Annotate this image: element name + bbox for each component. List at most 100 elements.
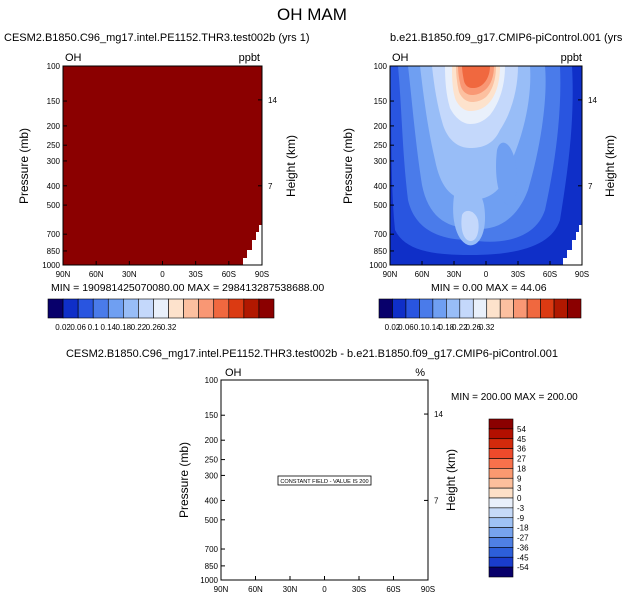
panel-left-ytick-label: 700 bbox=[47, 230, 61, 239]
colorbar-right-label: 0.14 bbox=[425, 323, 441, 332]
colorbar-right-swatch bbox=[419, 298, 434, 319]
panel-left-ytick-label: 1000 bbox=[42, 261, 60, 270]
colorbar-diff-label: 36 bbox=[517, 445, 526, 454]
colorbar-diff-swatch bbox=[488, 418, 514, 430]
panel-diff-ylabel-right: Height (km) bbox=[444, 449, 458, 511]
colorbar-diff-label: -3 bbox=[517, 504, 525, 513]
panel-right-ytick-label: 850 bbox=[374, 247, 388, 256]
colorbar-diff-label: 3 bbox=[517, 484, 522, 493]
panel-diff-stats: MIN = 200.00 MAX = 200.00 bbox=[451, 392, 578, 403]
panel-diff-xtick-label: 90N bbox=[214, 585, 229, 594]
colorbar-left-swatch bbox=[107, 298, 124, 319]
panel-right-xtick-label: 0 bbox=[484, 270, 489, 279]
colorbar-left-swatch bbox=[138, 298, 154, 319]
panel-right-ylabel: Pressure (mb) bbox=[341, 128, 355, 204]
colorbar-diff-swatch bbox=[488, 477, 514, 489]
panel-right-xtick-label: 60S bbox=[543, 270, 557, 279]
colorbar-diff-swatch bbox=[488, 448, 514, 459]
panel-diff-xtick-label: 30S bbox=[352, 585, 366, 594]
colorbar-right-swatch bbox=[405, 298, 420, 319]
panel-right-xtick-label: 30S bbox=[511, 270, 525, 279]
panel-left-ytick-label: 400 bbox=[47, 182, 61, 191]
colorbar-diff-swatch bbox=[488, 497, 514, 509]
colorbar-left-swatch bbox=[123, 298, 139, 319]
colorbar-diff-swatch bbox=[488, 468, 514, 479]
colorbar-right: 0.020.06 0.1 0.140.180.220.260.32 bbox=[378, 298, 582, 332]
panel-diff-height-tick-label: 7 bbox=[434, 496, 439, 505]
colorbar-right-swatch bbox=[432, 298, 447, 319]
colorbar-right-label: 0.18 bbox=[439, 323, 455, 332]
panel-right-ytick-label: 1000 bbox=[369, 261, 387, 270]
panel-right-ticks: 100 150 200 250 300 400 500 700 850 1000 14 7 90N 60N… bbox=[369, 62, 597, 279]
colorbar-left-label: 0.02 bbox=[55, 323, 71, 332]
colorbar-left-swatch bbox=[183, 298, 199, 319]
colorbar-diff-swatch bbox=[488, 547, 514, 558]
colorbar-right-swatch bbox=[392, 298, 407, 319]
colorbar-right-swatch bbox=[567, 298, 582, 319]
colorbar-right-label: 0.1 bbox=[414, 323, 426, 332]
panel-left-stats: MIN = 190981425070080.00 MAX = 298413287… bbox=[51, 282, 324, 294]
panel-left-xtick-label: 60N bbox=[89, 270, 104, 279]
colorbar-right-swatch bbox=[472, 298, 488, 319]
colorbar-left-label: 0.32 bbox=[161, 323, 177, 332]
constant-field-label: CONSTANT FIELD - VALUE IS 200 bbox=[280, 479, 368, 485]
panel-left-ytick-label: 100 bbox=[47, 62, 61, 71]
panel-right-xtick-label: 60N bbox=[415, 270, 430, 279]
colorbar-diff-swatch bbox=[488, 428, 514, 440]
colorbar-right-swatch bbox=[513, 298, 528, 319]
panel-right-ytick-label: 250 bbox=[374, 141, 388, 150]
panel-diff-ytick-label: 850 bbox=[205, 562, 219, 571]
colorbar-left-label: 0.22 bbox=[131, 323, 147, 332]
panel-diff-xtick-label: 0 bbox=[322, 585, 327, 594]
figure-title: OH MAM bbox=[277, 5, 347, 24]
panel-diff-title: CESM2.B1850.C96_mg17.intel.PE1152.THR3.t… bbox=[66, 348, 558, 360]
panel-left-ticks: 100 150 200 250 300 400 500 700 850 1000 14 7 90N 60N… bbox=[42, 62, 277, 279]
panel-diff-ytick-label: 300 bbox=[205, 471, 219, 480]
panel-left-field bbox=[63, 66, 262, 265]
panel-left-ytick-label: 250 bbox=[47, 141, 61, 150]
panel-left-units: ppbt bbox=[239, 52, 260, 64]
panel-right-ytick-label: 300 bbox=[374, 157, 388, 166]
panel-diff-units: % bbox=[415, 367, 425, 379]
colorbar-left-swatch bbox=[258, 298, 275, 319]
panel-diff-ytick-label: 100 bbox=[205, 376, 219, 385]
colorbar-left-swatch bbox=[198, 298, 215, 319]
colorbar-right-swatch bbox=[526, 298, 541, 319]
colorbar-diff-label: 0 bbox=[517, 494, 522, 503]
panel-diff-ytick-label: 1000 bbox=[200, 576, 218, 585]
panel-right-xtick-label: 90N bbox=[383, 270, 398, 279]
panel-diff-ytick-label: 250 bbox=[205, 456, 219, 465]
panel-right-ytick-label: 100 bbox=[374, 62, 388, 71]
colorbar-diff-swatch bbox=[488, 537, 514, 548]
colorbar-left-swatch bbox=[62, 298, 79, 319]
panel-right-xtick-label: 90S bbox=[575, 270, 589, 279]
panel-left-height-tick-label: 14 bbox=[268, 96, 277, 105]
panel-diff-xtick-label: 90S bbox=[421, 585, 435, 594]
panel-right-units: ppbt bbox=[561, 52, 582, 64]
colorbar-right-swatch bbox=[486, 298, 501, 319]
colorbar-diff-swatch bbox=[488, 438, 514, 449]
panel-left-ylabel-right: Height (km) bbox=[284, 135, 298, 197]
panel-diff-height-tick-label: 14 bbox=[434, 410, 443, 419]
panel-right-height-tick-label: 14 bbox=[588, 96, 597, 105]
colorbar-diff-swatch bbox=[488, 556, 514, 568]
colorbar-diff-label: -36 bbox=[517, 543, 529, 552]
panel-diff-ytick-label: 400 bbox=[205, 496, 219, 505]
panel-left-ytick-label: 200 bbox=[47, 122, 61, 131]
colorbar-diff-label: 45 bbox=[517, 435, 526, 444]
colorbar-left-swatch bbox=[168, 298, 184, 319]
panel-diff-variable: OH bbox=[225, 367, 242, 379]
panel-left-xtick-label: 30N bbox=[122, 270, 137, 279]
panel-left-xtick-label: 30S bbox=[189, 270, 203, 279]
colorbar-left-label: 0.26 bbox=[146, 323, 162, 332]
colorbar-left-swatch bbox=[153, 298, 169, 319]
colorbar-left-label: 0.1 bbox=[88, 323, 100, 332]
colorbar-right-swatch bbox=[540, 298, 555, 319]
panel-left-xtick-label: 90N bbox=[56, 270, 71, 279]
colorbar-left-swatch bbox=[228, 298, 245, 319]
panel-left-xtick-label: 60S bbox=[222, 270, 236, 279]
panel-right-ytick-label: 500 bbox=[374, 201, 388, 210]
panel-left-ytick-label: 850 bbox=[47, 247, 61, 256]
colorbar-left: 0.02 0.06 0.1 0.14 0.18 0.22 0.26 0.32 bbox=[47, 298, 275, 332]
colorbar-left-swatch bbox=[243, 298, 260, 319]
